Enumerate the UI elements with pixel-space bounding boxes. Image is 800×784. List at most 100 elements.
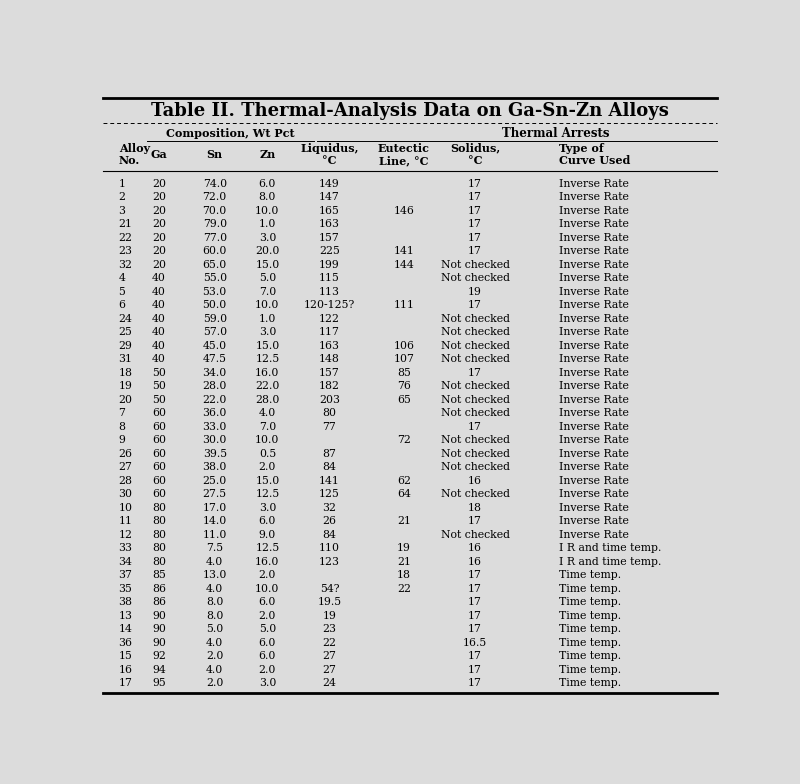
Text: 203: 203 (319, 394, 340, 405)
Text: 32: 32 (118, 260, 133, 270)
Text: Time temp.: Time temp. (558, 570, 621, 580)
Text: 182: 182 (319, 381, 340, 391)
Text: 165: 165 (319, 205, 340, 216)
Text: Inverse Rate: Inverse Rate (558, 422, 629, 432)
Text: Table II. Thermal-Analysis Data on Ga-Sn-Zn Alloys: Table II. Thermal-Analysis Data on Ga-Sn… (151, 102, 669, 120)
Text: 27: 27 (118, 462, 133, 472)
Text: 21: 21 (118, 219, 133, 229)
Text: Inverse Rate: Inverse Rate (558, 354, 629, 364)
Text: 13.0: 13.0 (202, 570, 227, 580)
Text: 17: 17 (468, 583, 482, 593)
Text: 22: 22 (322, 637, 336, 648)
Text: 17: 17 (468, 192, 482, 202)
Text: 38: 38 (118, 597, 133, 607)
Text: 7.5: 7.5 (206, 543, 223, 554)
Text: Inverse Rate: Inverse Rate (558, 314, 629, 324)
Text: 28.0: 28.0 (255, 394, 279, 405)
Text: 1.0: 1.0 (258, 314, 276, 324)
Text: 80: 80 (152, 530, 166, 539)
Text: 20: 20 (152, 192, 166, 202)
Text: 53.0: 53.0 (202, 287, 227, 296)
Text: 80: 80 (152, 557, 166, 567)
Text: Not checked: Not checked (441, 340, 510, 350)
Text: 90: 90 (152, 624, 166, 634)
Text: 22.0: 22.0 (255, 381, 279, 391)
Text: 16: 16 (468, 543, 482, 554)
Text: 80: 80 (152, 503, 166, 513)
Text: 12.5: 12.5 (255, 354, 279, 364)
Text: 0.5: 0.5 (258, 448, 276, 459)
Text: 17: 17 (468, 246, 482, 256)
Text: 8.0: 8.0 (206, 611, 223, 621)
Text: 20: 20 (152, 205, 166, 216)
Text: 60.0: 60.0 (202, 246, 227, 256)
Text: 3.0: 3.0 (258, 327, 276, 337)
Text: 3.0: 3.0 (258, 678, 276, 688)
Text: 76: 76 (397, 381, 410, 391)
Text: Not checked: Not checked (441, 462, 510, 472)
Text: 13: 13 (118, 611, 133, 621)
Text: 50: 50 (152, 368, 166, 378)
Text: 17: 17 (468, 300, 482, 310)
Text: 2.0: 2.0 (258, 570, 276, 580)
Text: 80: 80 (152, 543, 166, 554)
Text: 15: 15 (118, 652, 133, 661)
Text: 18: 18 (397, 570, 411, 580)
Text: Sn: Sn (206, 149, 222, 160)
Text: 7.0: 7.0 (258, 287, 276, 296)
Text: Inverse Rate: Inverse Rate (558, 435, 629, 445)
Text: 17: 17 (468, 233, 482, 242)
Text: 45.0: 45.0 (202, 340, 226, 350)
Text: Inverse Rate: Inverse Rate (558, 219, 629, 229)
Text: 2.0: 2.0 (258, 611, 276, 621)
Text: 74.0: 74.0 (202, 179, 226, 188)
Text: Inverse Rate: Inverse Rate (558, 179, 629, 188)
Text: 95: 95 (152, 678, 166, 688)
Text: Liquidus,
°C: Liquidus, °C (300, 143, 358, 166)
Text: 64: 64 (397, 489, 410, 499)
Text: Composition, Wt Pct: Composition, Wt Pct (166, 128, 294, 139)
Text: Time temp.: Time temp. (558, 665, 621, 675)
Text: 19: 19 (118, 381, 133, 391)
Text: 4.0: 4.0 (206, 637, 223, 648)
Text: 94: 94 (152, 665, 166, 675)
Text: 8.0: 8.0 (206, 597, 223, 607)
Text: Inverse Rate: Inverse Rate (558, 287, 629, 296)
Text: Not checked: Not checked (441, 448, 510, 459)
Text: 16: 16 (468, 557, 482, 567)
Text: 12: 12 (118, 530, 133, 539)
Text: Inverse Rate: Inverse Rate (558, 327, 629, 337)
Text: 10.0: 10.0 (255, 435, 279, 445)
Text: Inverse Rate: Inverse Rate (558, 503, 629, 513)
Text: 120-125?: 120-125? (304, 300, 355, 310)
Text: 31: 31 (118, 354, 133, 364)
Text: 19.5: 19.5 (318, 597, 342, 607)
Text: 125: 125 (319, 489, 340, 499)
Text: Not checked: Not checked (441, 435, 510, 445)
Text: Solidus,
°C: Solidus, °C (450, 143, 500, 166)
Text: 20: 20 (152, 260, 166, 270)
Text: 40: 40 (152, 287, 166, 296)
Text: 4.0: 4.0 (258, 408, 276, 418)
Text: 106: 106 (394, 340, 414, 350)
Text: 17.0: 17.0 (202, 503, 227, 513)
Text: 35: 35 (118, 583, 133, 593)
Text: 86: 86 (152, 597, 166, 607)
Text: 17: 17 (468, 179, 482, 188)
Text: 17: 17 (468, 422, 482, 432)
Text: 25: 25 (118, 327, 133, 337)
Text: 20: 20 (152, 233, 166, 242)
Text: 5: 5 (118, 287, 126, 296)
Text: 39.5: 39.5 (202, 448, 226, 459)
Text: Not checked: Not checked (441, 408, 510, 418)
Text: 86: 86 (152, 583, 166, 593)
Text: 199: 199 (319, 260, 340, 270)
Text: 90: 90 (152, 611, 166, 621)
Text: 28: 28 (118, 476, 133, 485)
Text: 38.0: 38.0 (202, 462, 227, 472)
Text: 21: 21 (397, 516, 411, 526)
Text: Inverse Rate: Inverse Rate (558, 368, 629, 378)
Text: 33: 33 (118, 543, 133, 554)
Text: 141: 141 (319, 476, 340, 485)
Text: 9.0: 9.0 (258, 530, 276, 539)
